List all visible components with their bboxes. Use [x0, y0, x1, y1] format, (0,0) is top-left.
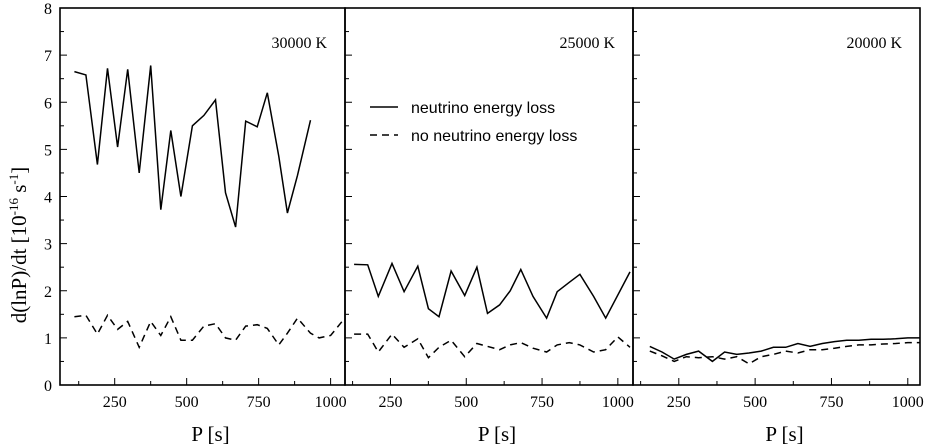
- panel-1: 0 1 2 3 4 5 6 7 8 250 500 750 1000 P [s] 30000 K: [44, 1, 347, 445]
- series-line-no-neutrino: [74, 313, 343, 350]
- series-line-neutrino: [354, 261, 631, 320]
- panels: 0 1 2 3 4 5 6 7 8 250 500 750 1000 P [s] 30000 K 250 500…: [44, 1, 924, 445]
- y-axis-title-unit: s: [7, 185, 31, 198]
- x-tick-label: 1000: [602, 394, 634, 411]
- y-tick-label: 6: [44, 95, 52, 112]
- x-axis-title: P [s]: [478, 422, 516, 445]
- y-tick-label: 4: [44, 190, 52, 207]
- y-tick-label: 2: [44, 284, 52, 301]
- panel-temperature-label: 20000 K: [846, 35, 902, 52]
- x-tick-label: 250: [103, 394, 127, 411]
- x-tick-label: 500: [454, 394, 478, 411]
- x-tick-label: 250: [667, 394, 691, 411]
- legend-dashed-label: no neutrino energy loss: [411, 128, 577, 145]
- panel-temperature-label: 25000 K: [559, 35, 615, 52]
- y-axis-title-main: d(lnP)/dt [10: [7, 215, 31, 323]
- y-tick-label: 8: [44, 1, 52, 18]
- y-tick-label: 3: [44, 237, 52, 254]
- y-axis-title-close: ]: [7, 167, 31, 174]
- svg-text:d(lnP)/dt [10-16 s-1]: d(lnP)/dt [10-16 s-1]: [6, 167, 31, 324]
- series-line-neutrino: [74, 65, 312, 228]
- series-line-neutrino: [649, 337, 920, 363]
- x-tick-label: 1000: [315, 394, 347, 411]
- series-line-no-neutrino: [649, 341, 920, 365]
- x-tick-label: 500: [175, 394, 199, 411]
- panel-3: 250 500 750 1000 P [s] 20000 K: [632, 7, 924, 445]
- y-tick-label: 5: [44, 142, 52, 159]
- series-line-no-neutrino: [354, 332, 631, 359]
- panel-frame: [344, 7, 634, 386]
- x-tick-label: 250: [378, 394, 402, 411]
- y-axis-title-exp1: -16: [6, 198, 21, 216]
- x-tick-label: 1000: [892, 394, 924, 411]
- x-tick-label: 750: [247, 394, 271, 411]
- x-axis-title: P [s]: [191, 422, 229, 445]
- y-axis-title-exp2: -1: [6, 174, 21, 185]
- panel-frame: [632, 7, 921, 386]
- x-tick-label: 750: [819, 394, 843, 411]
- legend-solid-label: neutrino energy loss: [411, 100, 555, 117]
- y-tick-label: 1: [44, 331, 52, 348]
- panel-2: 250 500 750 1000 P [s] 25000 K: [344, 7, 634, 445]
- y-tick-label: 0: [44, 378, 52, 395]
- legend: neutrino energy loss no neutrino energy l…: [370, 100, 577, 145]
- x-tick-label: 500: [743, 394, 767, 411]
- x-tick-label: 750: [530, 394, 554, 411]
- y-tick-label: 7: [44, 48, 52, 65]
- x-axis-title: P [s]: [765, 422, 803, 445]
- y-axis-title: d(lnP)/dt [10-16 s-1]: [6, 167, 31, 324]
- panel-temperature-label: 30000 K: [271, 35, 327, 52]
